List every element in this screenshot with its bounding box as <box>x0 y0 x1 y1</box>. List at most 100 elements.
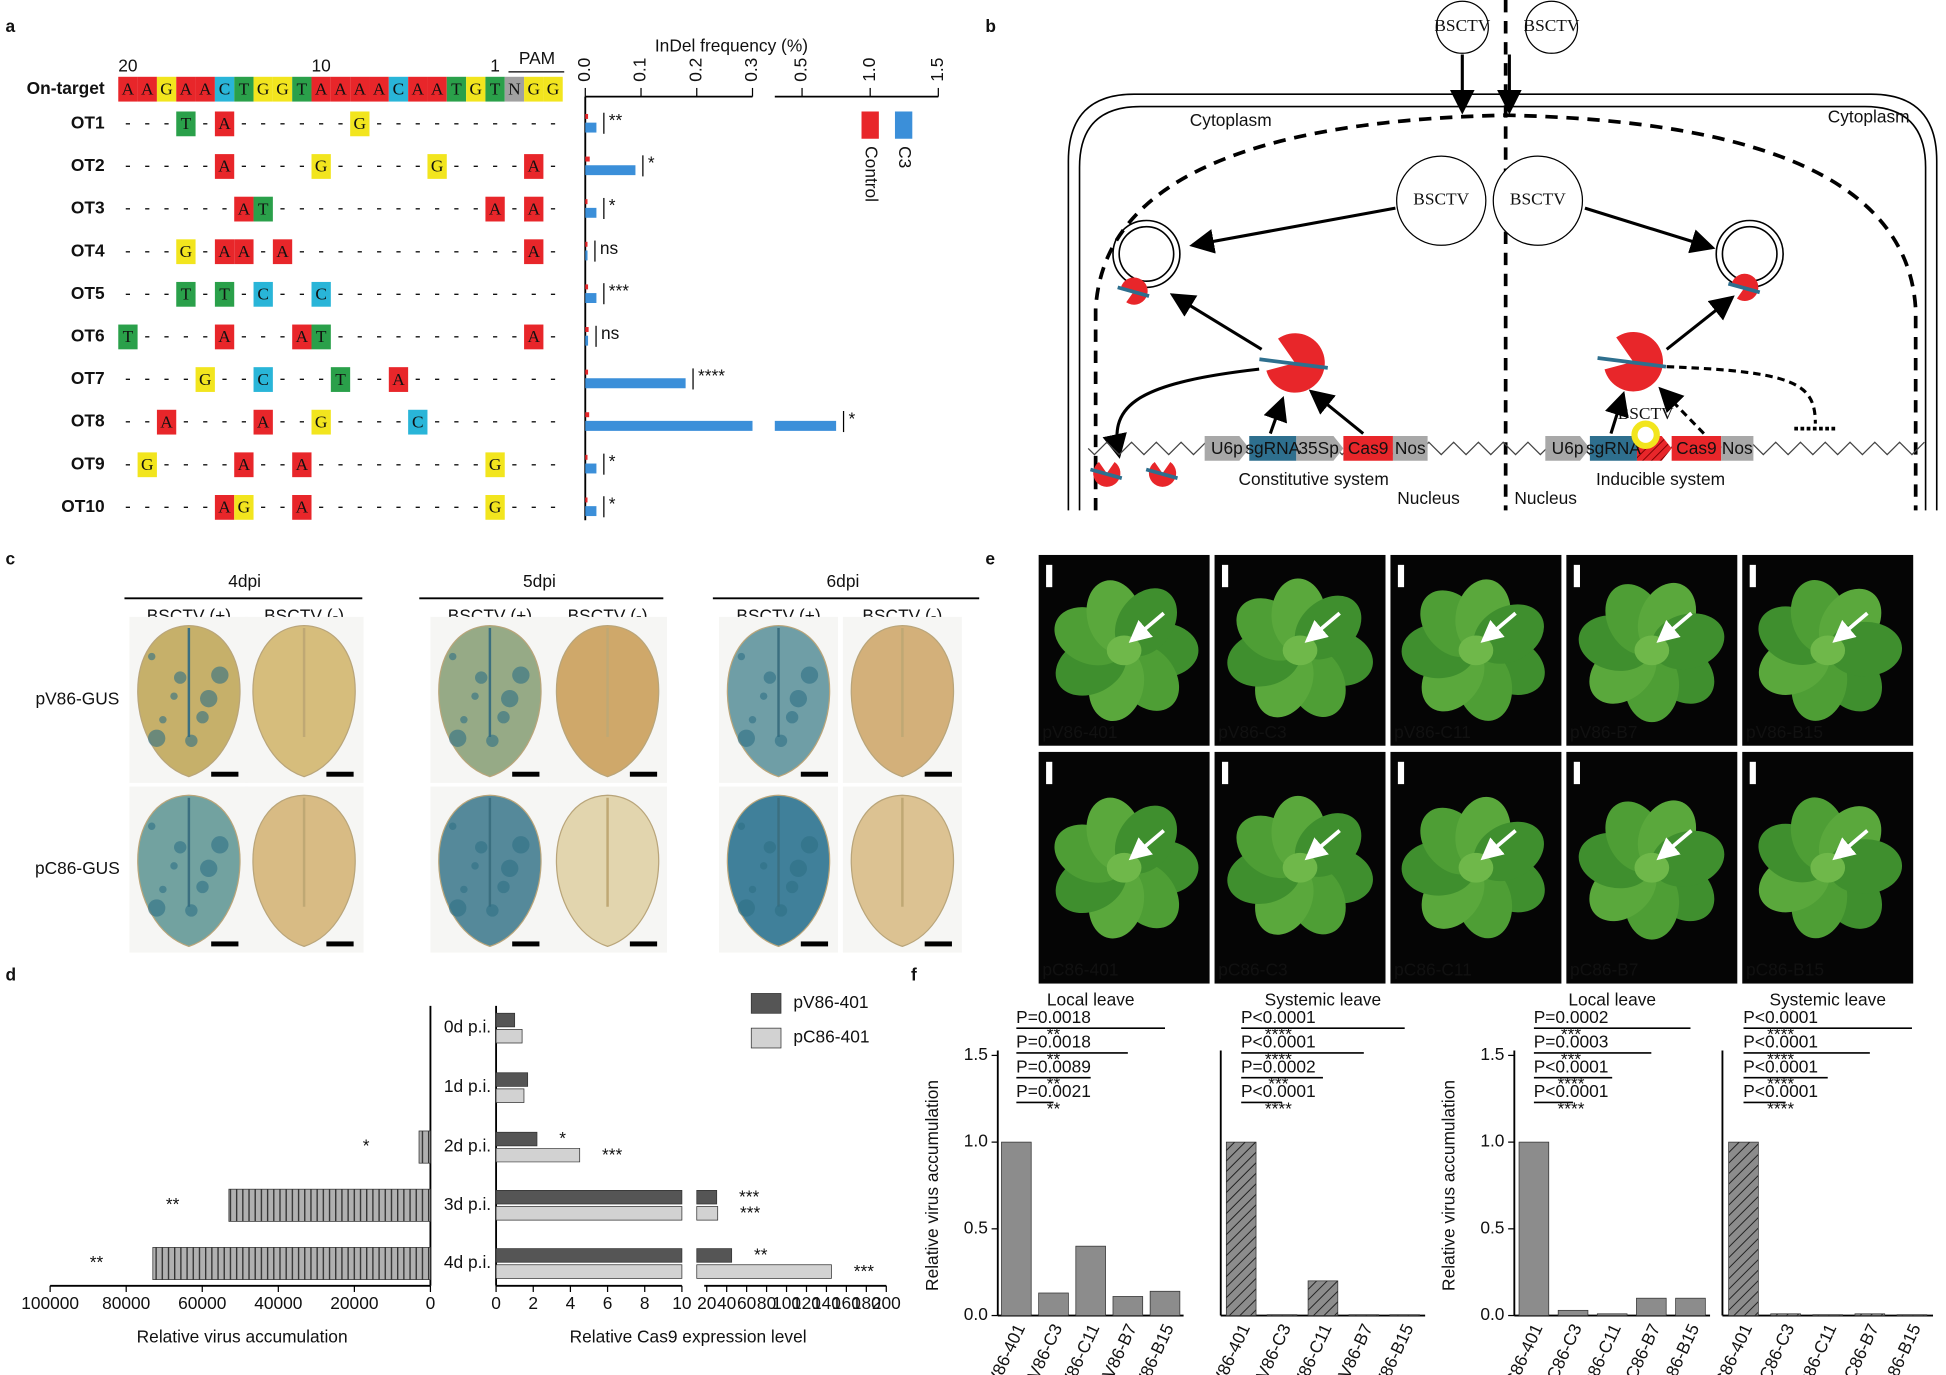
significance: **** <box>1558 1098 1585 1118</box>
x-tick-label: 160 <box>832 1293 861 1313</box>
x-tick-label: 0 <box>491 1293 501 1313</box>
bar <box>495 1072 529 1087</box>
base-box <box>176 111 196 137</box>
match-dash: - <box>260 326 266 346</box>
stain <box>737 822 746 830</box>
scale-bar <box>1221 761 1229 785</box>
base: A <box>527 199 540 218</box>
stain <box>759 862 768 870</box>
photo-label: pV86-B15 <box>1746 722 1823 742</box>
y-tick-label: 0.0 <box>1480 1304 1504 1324</box>
scale-bar <box>211 771 239 777</box>
significance: * <box>609 195 616 215</box>
base-box <box>524 76 544 102</box>
base-box <box>292 495 312 520</box>
base: A <box>527 157 540 176</box>
base: A <box>160 412 173 431</box>
match-dash: - <box>531 453 537 473</box>
position-label: 10 <box>312 55 331 75</box>
match-dash: - <box>299 411 305 431</box>
x-tick-label: 6 <box>603 1293 613 1313</box>
bar <box>585 463 597 474</box>
base: A <box>373 79 386 98</box>
x-tick-label: 100000 <box>21 1293 79 1313</box>
match-dash: - <box>512 411 518 431</box>
match-dash: - <box>376 155 382 175</box>
arrow <box>1665 295 1735 351</box>
virus <box>1396 155 1487 246</box>
arrow <box>1102 367 1260 459</box>
base: A <box>257 412 270 431</box>
gene-label: U6p <box>1211 438 1243 458</box>
stain <box>737 652 746 661</box>
base-box <box>234 76 254 102</box>
category-label: OT7 <box>71 368 105 388</box>
panel-label: e <box>985 548 995 568</box>
bar <box>1518 1141 1550 1316</box>
category-label: OT8 <box>71 411 105 431</box>
base: A <box>141 79 154 98</box>
photo-label: pC86-B15 <box>1746 960 1824 980</box>
match-dash: - <box>183 155 189 175</box>
match-dash: - <box>396 453 402 473</box>
match-dash: - <box>492 326 498 346</box>
match-dash: - <box>338 411 344 431</box>
photo-label: pC86-C3 <box>1218 960 1287 980</box>
scale-bar <box>629 771 658 777</box>
bar <box>1038 1292 1069 1316</box>
x-tick-label: 180 <box>852 1293 881 1313</box>
base-box <box>156 409 177 435</box>
match-dash: - <box>222 368 228 388</box>
gene-element <box>1204 436 1250 461</box>
base: A <box>431 79 444 98</box>
x-tick-label: 140 <box>812 1293 841 1313</box>
arrow <box>1658 386 1705 435</box>
base-box <box>524 154 544 179</box>
match-dash: - <box>183 368 189 388</box>
stain <box>174 671 187 684</box>
photo-label: pC86-C11 <box>1394 960 1472 980</box>
match-dash: - <box>357 283 363 303</box>
guide-rna <box>1145 467 1179 480</box>
stain <box>159 715 167 724</box>
match-dash: - <box>531 411 537 431</box>
match-dash: - <box>531 496 537 516</box>
match-dash: - <box>183 198 189 218</box>
stain <box>159 885 167 894</box>
base-box <box>427 154 447 179</box>
stain <box>196 880 209 894</box>
stain <box>763 841 777 854</box>
base-box <box>311 409 331 435</box>
match-dash: - <box>531 368 537 388</box>
base: G <box>547 79 560 98</box>
significance: * <box>849 408 856 428</box>
base: T <box>451 79 462 98</box>
match-dash: - <box>454 326 460 346</box>
base: G <box>489 455 502 474</box>
significance: * <box>648 153 655 173</box>
scale-bar <box>1749 761 1756 785</box>
base: A <box>527 327 540 346</box>
match-dash: - <box>376 198 382 218</box>
gene-element <box>1721 436 1754 461</box>
pointer <box>1832 611 1869 643</box>
base: T <box>181 285 192 304</box>
match-dash: - <box>376 411 382 431</box>
base: G <box>527 79 540 98</box>
p-value: P<0.0001 <box>1743 1081 1818 1101</box>
stain <box>148 729 166 747</box>
base: A <box>315 79 328 98</box>
bar <box>495 1131 538 1147</box>
x-tick-label: 200 <box>872 1293 901 1313</box>
arrow <box>1308 389 1365 435</box>
p-value: P<0.0001 <box>1241 1032 1316 1052</box>
bar <box>585 241 588 247</box>
bar <box>495 1190 718 1205</box>
base-box <box>524 196 544 222</box>
x-tick-label: 60000 <box>178 1293 226 1313</box>
arrow <box>1169 293 1263 351</box>
match-dash: - <box>473 283 479 303</box>
x-axis-label: Relative Cas9 expression level <box>570 1326 807 1346</box>
base-box <box>214 281 235 307</box>
